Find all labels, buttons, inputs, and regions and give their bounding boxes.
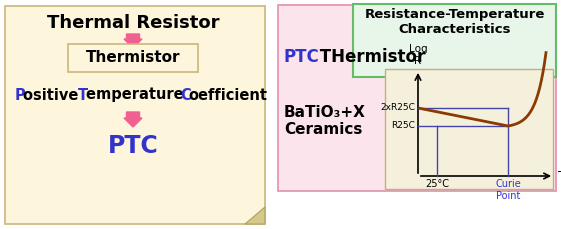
Text: T: T [78, 87, 88, 103]
Text: emperature: emperature [86, 87, 188, 103]
FancyBboxPatch shape [68, 44, 198, 72]
FancyBboxPatch shape [353, 4, 556, 77]
Text: oefficient: oefficient [188, 87, 267, 103]
Text: PTC: PTC [284, 48, 320, 66]
FancyArrow shape [124, 112, 142, 127]
Text: Log
R: Log R [408, 44, 427, 66]
Text: Curie
Point: Curie Point [495, 179, 521, 201]
Polygon shape [245, 207, 265, 224]
Text: PTC: PTC [108, 134, 158, 158]
Text: C: C [180, 87, 191, 103]
Text: 25°C: 25°C [425, 179, 449, 189]
FancyArrow shape [124, 34, 142, 48]
FancyBboxPatch shape [385, 69, 553, 189]
Text: BaTiO₃+X
Ceramics: BaTiO₃+X Ceramics [284, 105, 366, 137]
Text: 2xR25C: 2xR25C [380, 104, 415, 112]
Text: T: T [558, 169, 561, 183]
Text: ositive: ositive [23, 87, 84, 103]
Text: Thermal Resistor: Thermal Resistor [47, 14, 219, 32]
Text: P: P [15, 87, 26, 103]
Text: THermistor: THermistor [314, 48, 425, 66]
FancyBboxPatch shape [278, 5, 556, 191]
FancyBboxPatch shape [5, 6, 265, 224]
Text: Resistance-Temperature
Characteristics: Resistance-Temperature Characteristics [365, 8, 545, 36]
Text: R25C: R25C [391, 122, 415, 131]
Text: Thermistor: Thermistor [86, 51, 180, 65]
